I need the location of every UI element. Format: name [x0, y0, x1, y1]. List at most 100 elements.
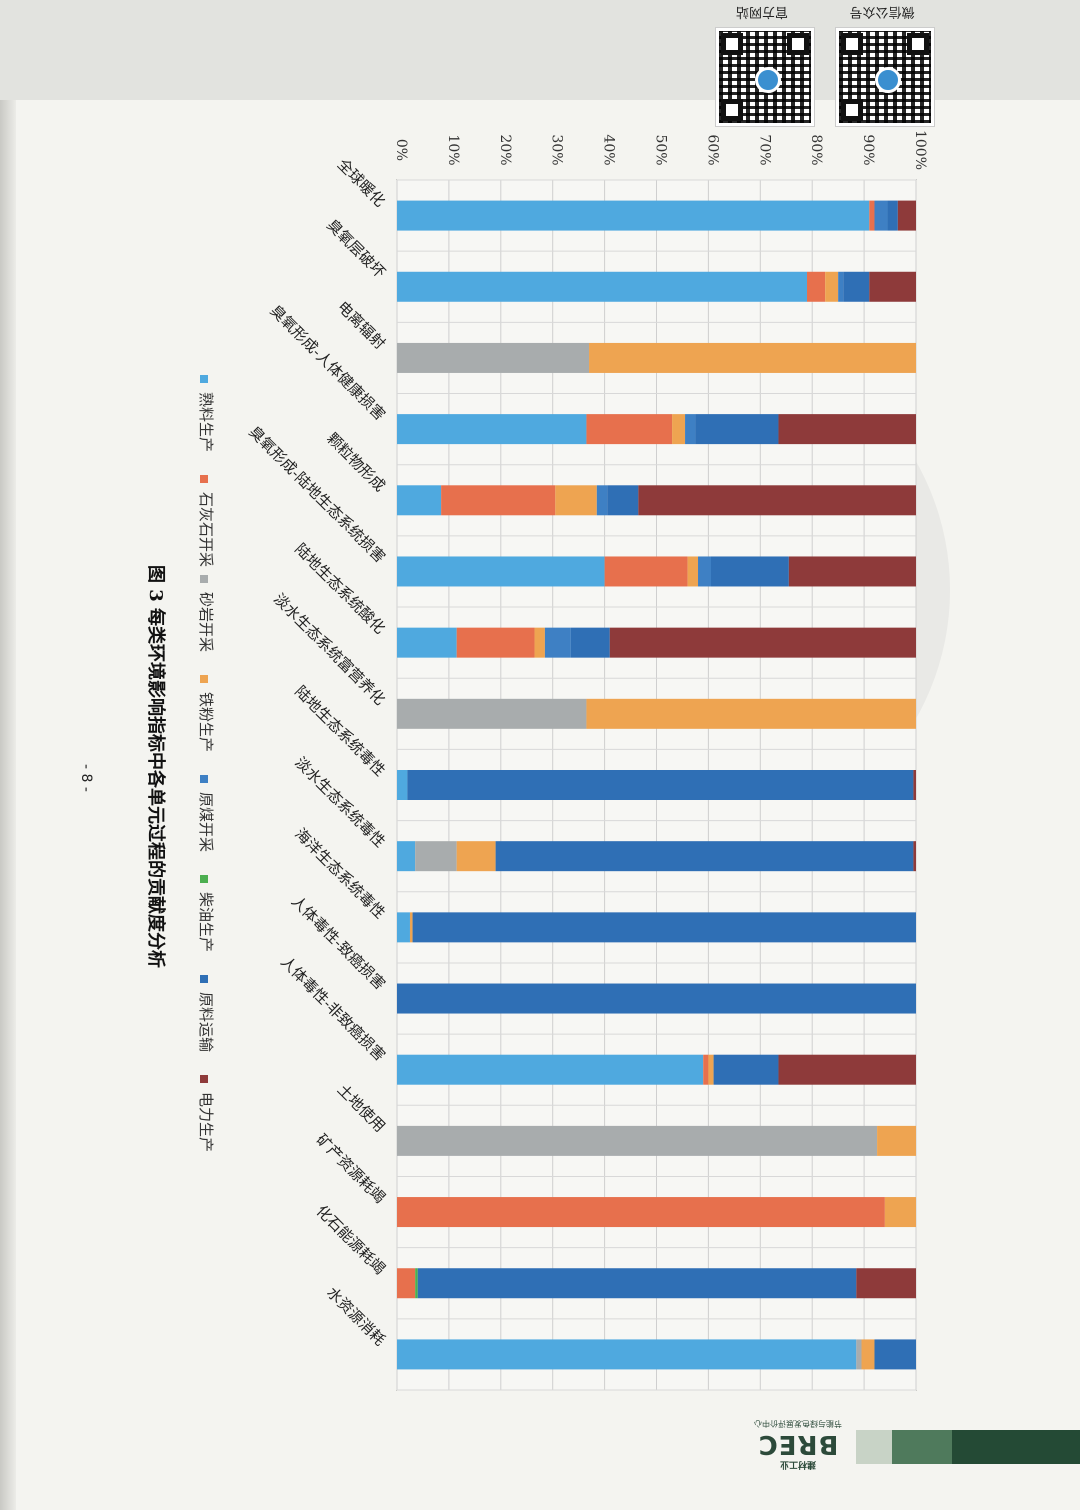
bar-segment: [887, 200, 898, 231]
category-label: 臭氧形成-人体健康损害: [267, 302, 389, 424]
bar-segment: [687, 556, 699, 587]
value-tick-label: 50%: [653, 134, 669, 165]
legend-label: 熟料生产: [197, 392, 215, 452]
bar-segment: [397, 983, 916, 1014]
legend-swatch: [200, 1075, 208, 1083]
category-label: 颗粒物形成: [323, 429, 389, 495]
bar-segment: [586, 698, 916, 729]
bar-segment: [409, 912, 413, 943]
bar-segment: [609, 627, 916, 658]
logo-main-text: BREC: [757, 1429, 839, 1459]
bar-segment: [495, 841, 914, 872]
bar-segment: [596, 485, 608, 516]
value-tick-label: 10%: [445, 134, 461, 165]
bar-segment: [397, 200, 870, 231]
bar-segment: [586, 414, 673, 445]
bar-segment: [838, 271, 844, 302]
bar-segment: [570, 627, 610, 658]
bar-segment: [544, 627, 571, 658]
qr-logo-icon: [755, 67, 781, 93]
bar-segment: [415, 1268, 418, 1299]
bar-segment: [913, 770, 916, 800]
legend-swatch: [200, 775, 208, 783]
value-tick-label: 90%: [860, 134, 876, 165]
bar-segment: [397, 414, 587, 445]
bar-segment: [708, 1054, 714, 1085]
category-label: 臭氧形成-陆地生态系统损害: [245, 423, 389, 567]
value-tick-label: 40%: [601, 134, 617, 165]
legend-label: 原煤开采: [197, 792, 215, 852]
legend-swatch: [200, 375, 208, 383]
bar-segment: [604, 556, 688, 587]
bar-segment: [397, 1197, 885, 1228]
bar-segment: [397, 912, 410, 943]
bar-segment: [713, 1054, 779, 1085]
qr-code-website: [716, 28, 814, 126]
bar-segment: [874, 200, 888, 231]
bar-segment: [877, 1125, 916, 1156]
bar-segment: [807, 271, 826, 302]
value-tick-label: 100%: [912, 130, 928, 170]
bar-segment: [856, 1268, 916, 1299]
bar-segment: [407, 770, 914, 800]
category-label: 水资源消耗: [323, 1283, 389, 1349]
bar-segment: [534, 627, 545, 658]
bar-segment: [397, 1268, 416, 1299]
logo-stripe-light: [856, 1430, 892, 1464]
bar-segment: [825, 271, 839, 302]
category-label: 臭氧层破坏: [323, 216, 389, 282]
bar-segment: [397, 841, 416, 872]
bar-segment: [415, 841, 457, 872]
logo-stripe-mid: [892, 1430, 952, 1464]
page-edge: [0, 0, 16, 1510]
value-tick-label: 70%: [756, 134, 772, 165]
bar-segment: [685, 414, 696, 445]
bar-segment: [397, 627, 457, 658]
legend-label: 铁粉生产: [197, 692, 215, 752]
bar-segment: [874, 1339, 916, 1370]
value-tick-label: 0%: [393, 139, 409, 161]
bar-segment: [778, 414, 916, 445]
bar-segment: [397, 1339, 857, 1370]
logo-stripe-dark: [952, 1430, 1080, 1464]
bar-segment: [456, 841, 496, 872]
bar-segment: [778, 1054, 916, 1085]
bar-segment: [703, 1054, 709, 1085]
value-tick-label: 60%: [704, 134, 720, 165]
bar-segment: [397, 1125, 878, 1156]
bar-segment: [397, 1054, 704, 1085]
logo-top-text: 建材工业: [780, 1459, 817, 1469]
bar-segment: [589, 342, 916, 373]
page-number: - 8 -: [77, 764, 94, 792]
brand-logo: 建材工业 BREC 节能与绿色发展评价中心: [748, 1418, 848, 1472]
bar-segment: [897, 200, 916, 231]
logo-sub-text: 节能与绿色发展评价中心: [754, 1419, 842, 1428]
bar-segment: [397, 770, 408, 800]
bar-segment: [417, 1268, 857, 1299]
category-label: 矿产资源耗竭: [313, 1131, 389, 1207]
value-tick-label: 20%: [497, 134, 513, 165]
bar-segment: [412, 912, 916, 943]
bar-segment: [856, 1339, 862, 1370]
bar-segment: [788, 556, 916, 587]
category-label: 全球暖化: [334, 155, 389, 210]
bar-segment: [869, 200, 875, 231]
legend-label: 石灰石开采: [197, 492, 215, 567]
bar-segment: [607, 485, 639, 516]
bar-segment: [397, 342, 590, 373]
bar-segment: [638, 485, 916, 516]
chart-title: 图 3 每类环境影响指标中各单元过程的贡献度分析: [145, 565, 167, 968]
bar-segment: [884, 1197, 916, 1228]
bar-segment: [456, 627, 535, 658]
legend-swatch: [200, 575, 208, 583]
bar-segment: [695, 414, 779, 445]
legend-label: 原料运输: [197, 992, 215, 1052]
bar-segment: [869, 271, 916, 302]
legend-swatch: [200, 475, 208, 483]
bar-segment: [555, 485, 597, 516]
bar-segment: [397, 271, 808, 302]
bar-segment: [861, 1339, 875, 1370]
legend-label: 柴油生产: [197, 892, 215, 952]
bar-segment: [397, 485, 442, 516]
